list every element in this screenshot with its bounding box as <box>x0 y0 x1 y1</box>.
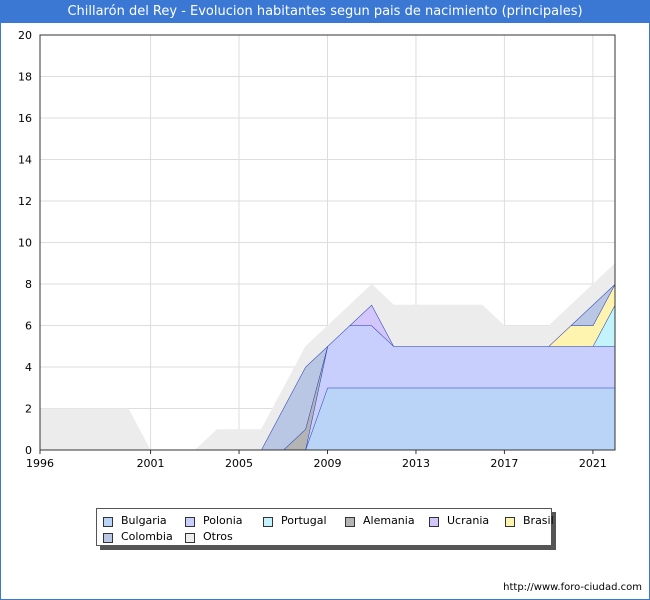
y-tick-label: 10 <box>18 237 32 250</box>
area-otros <box>40 263 615 450</box>
x-tick-label: 2005 <box>225 457 253 470</box>
x-tick-label: 2017 <box>490 457 518 470</box>
legend-swatch <box>185 533 195 543</box>
series-areas <box>40 263 616 451</box>
y-tick-label: 16 <box>18 112 32 125</box>
legend-label: Brasil <box>523 514 554 527</box>
legend-label: Bulgaria <box>121 514 167 527</box>
y-tick-label: 20 <box>18 29 32 42</box>
x-tick-label: 2009 <box>314 457 342 470</box>
y-tick-label: 0 <box>25 444 32 457</box>
x-tick-label: 1996 <box>26 457 54 470</box>
x-tick-label: 2021 <box>579 457 607 470</box>
chart-title: Chillarón del Rey - Evolucion habitantes… <box>1 1 649 23</box>
legend-swatch <box>103 517 113 527</box>
legend-label: Polonia <box>203 514 243 527</box>
legend: Bulgaria Polonia Portugal Alemania Ucrania Br… <box>96 508 554 546</box>
legend-label: Alemania <box>363 514 415 527</box>
legend-swatch <box>185 517 195 527</box>
legend-swatch <box>429 517 439 527</box>
area-polonia <box>40 325 615 450</box>
y-tick-label: 4 <box>25 361 32 374</box>
y-tick-label: 6 <box>25 320 32 333</box>
area-bulgaria <box>40 387 615 450</box>
legend-swatch <box>103 533 113 543</box>
axes: 0 2 4 6 8 10 12 14 16 18 20 1996 2001 2005 2009 2013 201… <box>18 29 616 470</box>
legend-label: Otros <box>203 530 233 543</box>
y-tick-label: 18 <box>18 71 32 84</box>
x-tick-label: 2001 <box>137 457 165 470</box>
legend-swatch <box>345 517 355 527</box>
legend-swatch <box>263 517 273 527</box>
legend-label: Portugal <box>281 514 327 527</box>
legend-swatch <box>505 517 515 527</box>
legend-label: Ucrania <box>447 514 490 527</box>
y-tick-label: 2 <box>25 403 32 416</box>
y-tick-label: 8 <box>25 278 32 291</box>
source-url: http://www.foro-ciudad.com <box>503 582 642 593</box>
y-tick-label: 14 <box>18 154 32 167</box>
legend-label: Colombia <box>121 530 173 543</box>
y-tick-label: 12 <box>18 195 32 208</box>
x-tick-label: 2013 <box>402 457 430 470</box>
